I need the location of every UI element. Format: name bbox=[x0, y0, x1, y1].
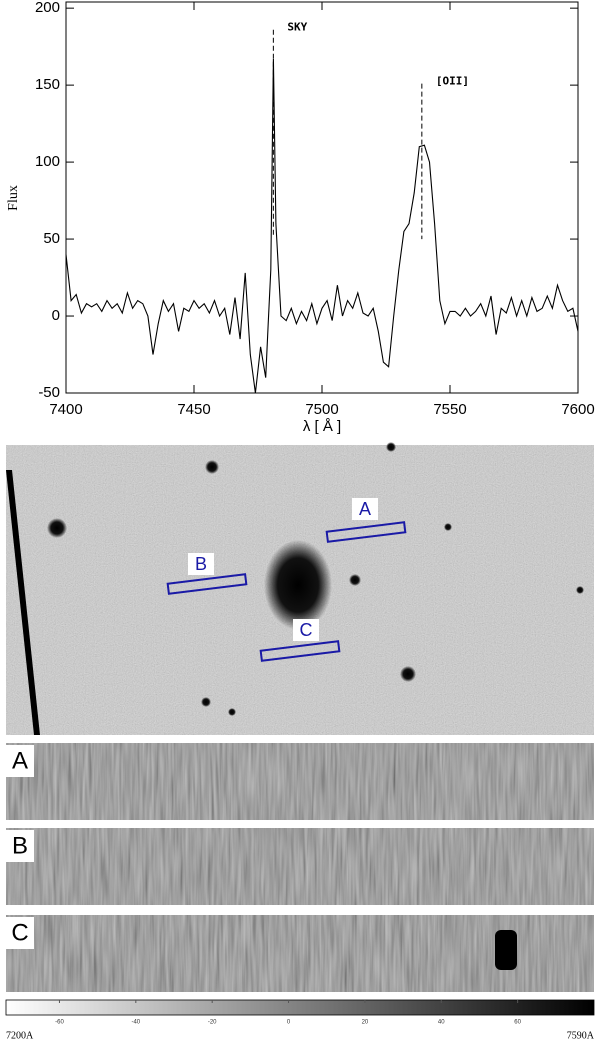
x-tick-label: 7400 bbox=[49, 401, 82, 418]
strip-label: B bbox=[12, 832, 28, 859]
star bbox=[386, 442, 396, 452]
star bbox=[47, 518, 67, 538]
colorbar-tick-label: 0 bbox=[287, 1020, 291, 1026]
star bbox=[205, 460, 219, 474]
colorbar-tick-label: -60 bbox=[55, 1020, 64, 1026]
annotation-label: SKY bbox=[287, 21, 307, 34]
annotation-label: [OII] bbox=[436, 75, 469, 88]
spectra-2d: A B C bbox=[6, 743, 594, 992]
colorbar-tick-label: -20 bbox=[208, 1020, 217, 1026]
galaxy bbox=[264, 540, 332, 630]
star bbox=[400, 666, 416, 682]
strip-label: C bbox=[11, 919, 28, 946]
x-tick-label: 7550 bbox=[433, 401, 466, 418]
slit-label-bg bbox=[188, 553, 214, 575]
x-axis-label: λ [ Å ] bbox=[303, 418, 341, 435]
axes-frame bbox=[65, 1, 579, 394]
slit-label: B bbox=[195, 554, 207, 574]
slit-box bbox=[166, 573, 248, 595]
strip-wash bbox=[6, 828, 594, 905]
star bbox=[576, 586, 584, 594]
slit-label: C bbox=[300, 620, 313, 640]
y-tick-label: 0 bbox=[52, 307, 60, 324]
slit-label: A bbox=[359, 499, 371, 519]
x-tick-label: 7600 bbox=[561, 401, 594, 418]
strip-label: A bbox=[12, 747, 28, 774]
y-tick-label: 50 bbox=[43, 230, 60, 247]
y-tick-label: 200 bbox=[35, 0, 60, 16]
star bbox=[228, 708, 236, 716]
slit-box bbox=[325, 521, 407, 543]
image-edge bbox=[6, 470, 40, 735]
slit-label-bg bbox=[293, 619, 319, 641]
colorbar: 7200A 7590A -60 -40 -20 0 20 40 60 bbox=[5, 999, 595, 1041]
slit-box bbox=[259, 640, 341, 662]
colorbar-tick-label: 20 bbox=[362, 1020, 369, 1026]
colorbar-tick-label: -40 bbox=[131, 1020, 140, 1026]
spectrum-line bbox=[65, 58, 579, 394]
sky-image: A B C bbox=[6, 442, 594, 735]
colorbar-tick-label: 40 bbox=[438, 1020, 445, 1026]
y-axis-label: Flux bbox=[6, 185, 21, 211]
y-tick-label: 150 bbox=[35, 76, 60, 93]
label-bg bbox=[6, 745, 34, 777]
strip-noise bbox=[6, 743, 594, 820]
strip-noise bbox=[6, 828, 594, 905]
y-tick-label: -50 bbox=[38, 384, 60, 401]
x-tick-label: 7450 bbox=[177, 401, 210, 418]
label-bg bbox=[6, 830, 34, 862]
colorbar-gradient bbox=[5, 999, 595, 1016]
strip-wash bbox=[6, 743, 594, 820]
star bbox=[349, 574, 361, 586]
y-tick-label: 100 bbox=[35, 153, 60, 170]
x-tick-label: 7500 bbox=[305, 401, 338, 418]
colorbar-right-label: 7590A bbox=[567, 1030, 595, 1041]
label-bg bbox=[6, 917, 34, 949]
spectrum-plot: Flux λ [ Å ] 7400 7450 7500 7550 7600 -50 0 50 1… bbox=[6, 0, 594, 435]
emission-blob bbox=[495, 930, 517, 970]
colorbar-left-label: 7200A bbox=[6, 1030, 34, 1041]
colorbar-tick-label: 60 bbox=[514, 1020, 521, 1026]
star bbox=[201, 697, 211, 707]
slit-label-bg bbox=[352, 498, 378, 520]
star bbox=[444, 523, 452, 531]
